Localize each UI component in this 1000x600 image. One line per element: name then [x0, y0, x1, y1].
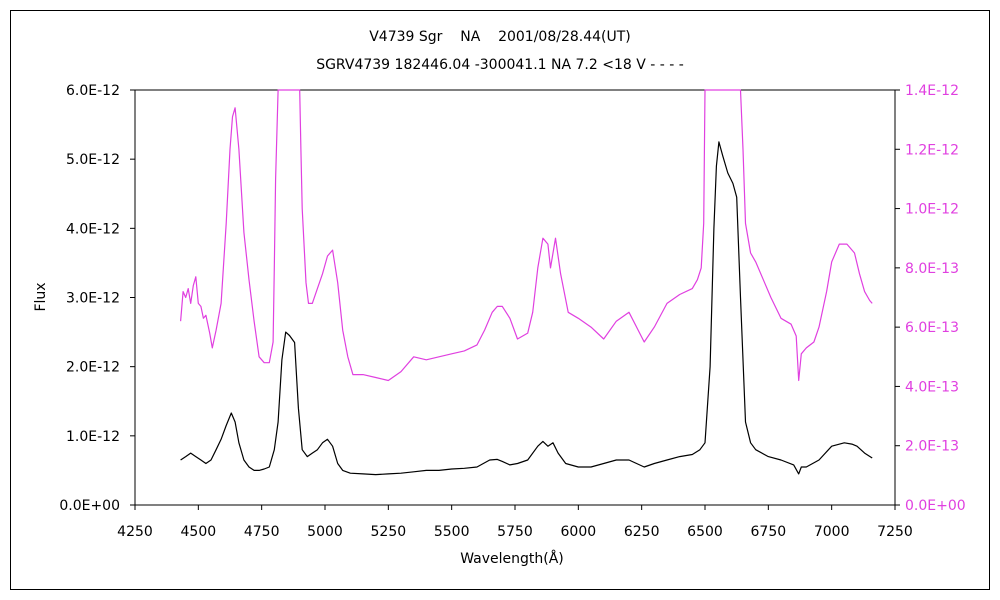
series-line-magenta	[180, 89, 873, 382]
x-tick-label: 5250	[371, 524, 407, 540]
right-axis-ticks: 0.0E+00 2.0E-13 4.0E-13 6.0E-13 8.0E-13 1.0E-…	[895, 83, 966, 514]
right-tick-label: 8.0E-13	[905, 261, 959, 277]
left-tick-label: 3.0E-12	[66, 291, 120, 307]
right-tick-label: 1.2E-12	[905, 142, 959, 158]
chart-frame	[10, 10, 990, 590]
x-tick-label: 4750	[244, 524, 280, 540]
series-line-black	[180, 141, 873, 476]
series-group	[180, 89, 873, 476]
x-tick-label: 6750	[751, 524, 787, 540]
right-tick-label: 0.0E+00	[905, 498, 966, 514]
x-tick-label: 4250	[117, 524, 153, 540]
right-tick-label: 1.0E-12	[905, 202, 959, 218]
chart-title: V4739 Sgr NA 2001/08/28.44(UT)	[369, 29, 631, 45]
x-tick-label: 4500	[181, 524, 217, 540]
plot-area	[134, 89, 896, 506]
x-tick-label: 5750	[497, 524, 533, 540]
left-tick-label: 5.0E-12	[66, 152, 120, 168]
x-tick-label: 7250	[877, 524, 913, 540]
left-tick-label: 0.0E+00	[59, 498, 120, 514]
left-tick-label: 4.0E-12	[66, 221, 120, 237]
x-tick-label: 7000	[814, 524, 850, 540]
x-axis-ticks: 4250 4500 4750 5000 5250 5500 5750 6000 6250 6500…	[117, 505, 913, 540]
x-axis-label: Wavelength(Å)	[460, 550, 564, 567]
right-tick-label: 6.0E-13	[905, 320, 959, 336]
right-tick-label: 1.4E-12	[905, 83, 959, 99]
y-axis-label: Flux	[33, 282, 49, 311]
x-tick-label: 5000	[307, 524, 343, 540]
left-tick-label: 1.0E-12	[66, 429, 120, 445]
chart-subtitle: SGRV4739 182446.04 -300041.1 NA 7.2 <18 …	[316, 57, 684, 73]
left-tick-label: 6.0E-12	[66, 83, 120, 99]
left-axis-ticks: 0.0E+00 1.0E-12 2.0E-12 3.0E-12 4.0E-12 5.0E-…	[59, 83, 135, 514]
right-tick-label: 4.0E-13	[905, 379, 959, 395]
x-tick-label: 6250	[624, 524, 660, 540]
left-tick-label: 2.0E-12	[66, 360, 120, 376]
x-tick-label: 6500	[687, 524, 723, 540]
x-tick-label: 5500	[434, 524, 470, 540]
right-tick-label: 2.0E-13	[905, 439, 959, 455]
x-tick-label: 6000	[561, 524, 597, 540]
